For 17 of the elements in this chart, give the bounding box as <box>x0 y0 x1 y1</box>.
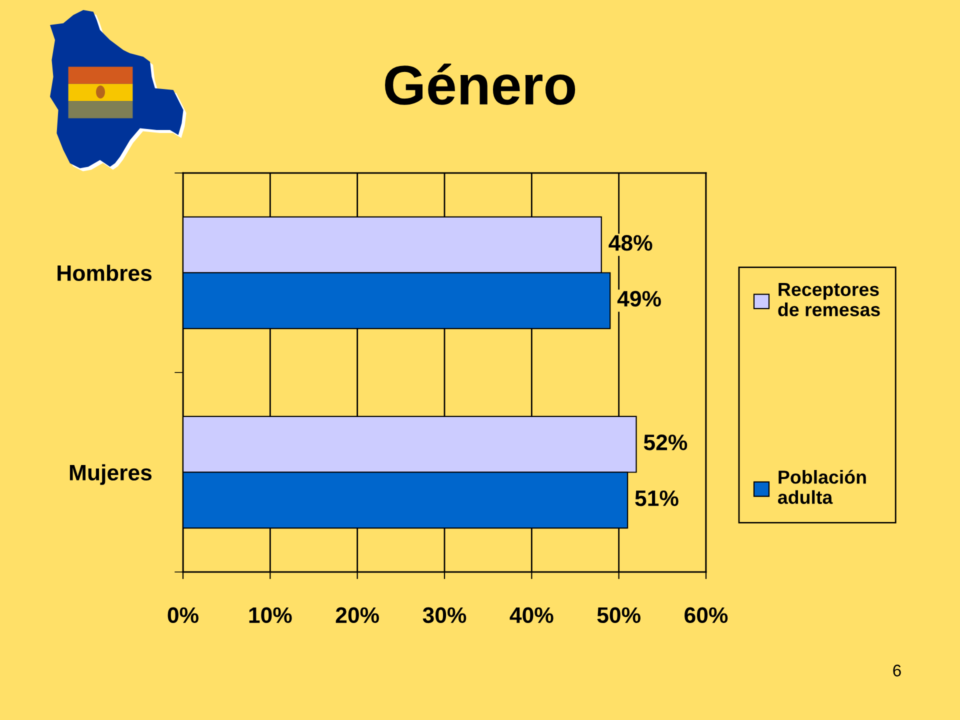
y-tick-label: Mujeres <box>70 464 152 485</box>
data-label: 49% <box>617 290 661 307</box>
data-label: 48% <box>608 235 652 251</box>
x-tick-label: 0% <box>168 607 198 624</box>
text: 6 <box>893 664 901 676</box>
x-tick-label: 30% <box>422 607 466 624</box>
y-tick-label: Hombres <box>58 264 152 282</box>
data-label: 51% <box>635 490 678 506</box>
x-tick-label: 40% <box>510 607 554 624</box>
x-tick-label: 50% <box>597 607 640 624</box>
data-label: 52% <box>644 434 688 450</box>
legend-label: Población adulta <box>778 470 866 504</box>
chart-title: Género <box>385 64 576 105</box>
x-tick-label: 20% <box>336 607 379 624</box>
x-tick-label: 60% <box>684 607 728 624</box>
legend-label: Receptores de remesas <box>778 283 880 316</box>
x-tick-label: 10% <box>249 607 292 624</box>
